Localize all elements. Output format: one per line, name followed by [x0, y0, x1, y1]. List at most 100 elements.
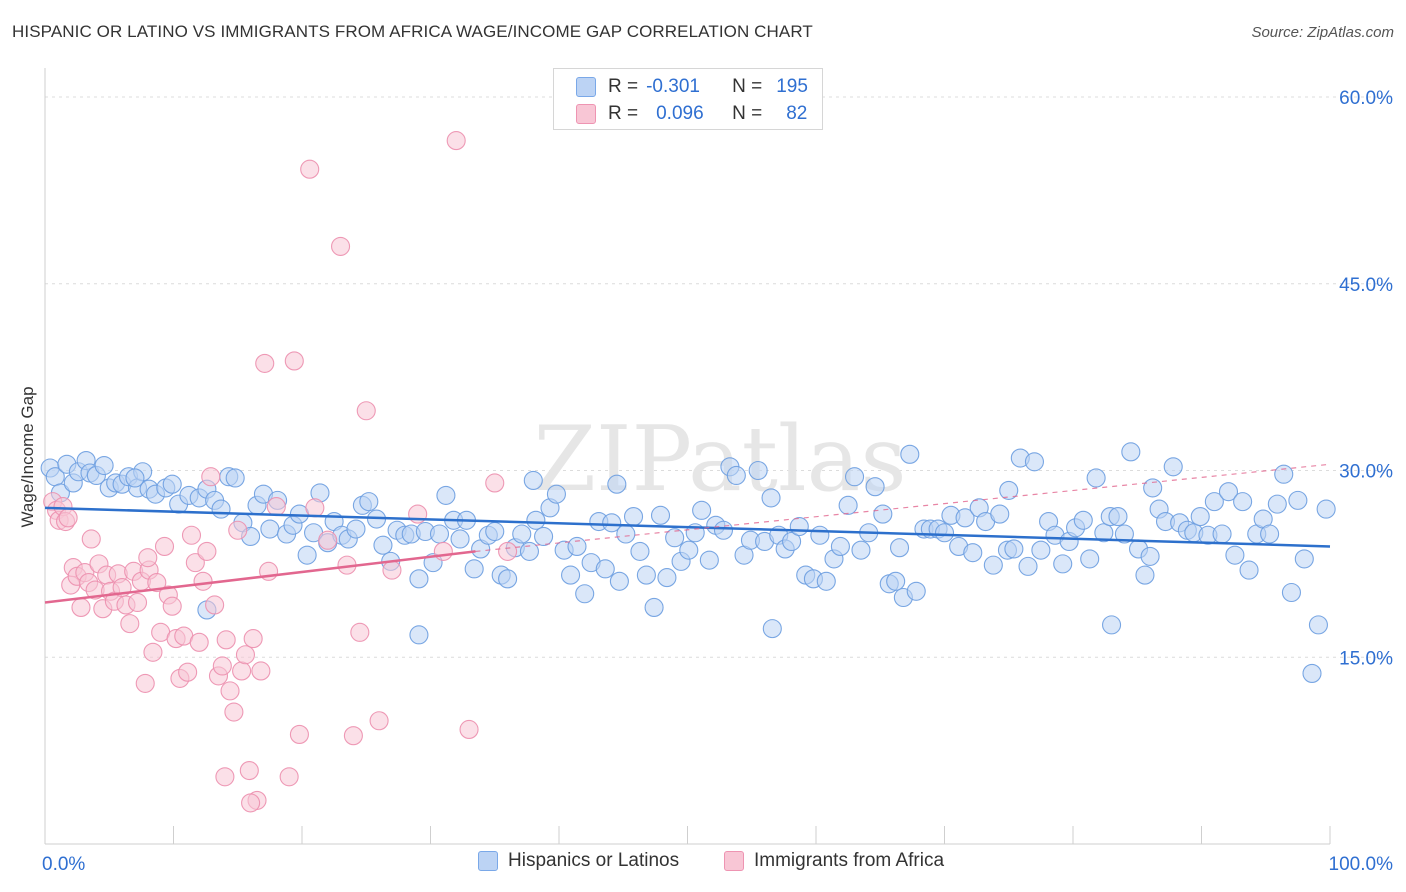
scatter-point — [1004, 539, 1024, 559]
scatter-point — [1114, 524, 1134, 544]
series-legend: Hispanics or Latinos Immigrants from Afr… — [0, 850, 1406, 880]
scatter-point — [934, 523, 955, 543]
scatter-point — [762, 619, 782, 639]
scatter-point — [143, 642, 163, 662]
legend-label: Immigrants from Africa — [754, 850, 945, 871]
scatter-point — [983, 555, 1003, 575]
scatter-point — [1073, 510, 1093, 530]
scatter-point — [1212, 524, 1232, 544]
r-value: 0.096 — [656, 103, 704, 124]
scatter-point — [178, 662, 198, 682]
scatter-point — [138, 548, 158, 568]
scatter-point — [851, 540, 871, 560]
scatter-point — [485, 521, 505, 542]
scatter-point — [297, 545, 317, 565]
scatter-point — [567, 536, 587, 556]
y-tick-label: 30.0% — [1339, 462, 1393, 483]
scatter-point — [650, 505, 671, 525]
scatter-point — [546, 484, 566, 504]
y-tick-label: 15.0% — [1339, 648, 1393, 669]
scatter-point — [865, 477, 885, 497]
scatter-point — [609, 571, 629, 591]
scatter-point — [561, 565, 581, 585]
scatter-point — [1024, 452, 1044, 472]
scatter-point — [575, 584, 595, 604]
scatter-point — [181, 525, 202, 545]
scatter-point — [1190, 507, 1210, 527]
scatter-point — [450, 529, 470, 549]
scatter-point — [748, 460, 768, 481]
africa-swatch-icon — [576, 104, 596, 124]
scatter-point — [289, 724, 309, 744]
scatter-point — [382, 560, 402, 580]
scatter-point — [1102, 615, 1122, 635]
scatter-point — [125, 468, 145, 488]
scatter-point — [255, 353, 275, 373]
scatter-point — [1163, 457, 1183, 477]
scatter-point — [225, 468, 245, 488]
scatter-point — [189, 632, 209, 652]
scatter-point — [94, 455, 114, 476]
scatter-point — [900, 444, 920, 464]
scatter-point — [1053, 554, 1073, 574]
scatter-point — [235, 645, 256, 665]
trend-line-extension — [475, 463, 1331, 553]
legend-item-hispanic[interactable]: Hispanics or Latinos — [478, 850, 679, 872]
scatter-point — [343, 726, 363, 746]
scatter-point — [185, 553, 205, 573]
scatter-point — [523, 470, 543, 491]
scatter-point — [197, 541, 217, 561]
scatter-point — [373, 535, 393, 555]
scatter-point — [216, 630, 236, 650]
n-label: N = — [732, 76, 763, 97]
scatter-point — [433, 541, 453, 561]
scatter-point — [886, 571, 906, 591]
scatter-point — [211, 499, 231, 519]
scatter-point — [1239, 560, 1259, 580]
scatter-point — [356, 401, 376, 421]
scatter-point — [963, 543, 983, 563]
axes — [44, 68, 1331, 845]
scatter-point — [251, 661, 271, 681]
scatter-point — [1080, 549, 1100, 569]
scatter-point — [215, 767, 235, 787]
scatter-point — [350, 622, 370, 642]
scatter-point — [135, 673, 155, 693]
scatter-point — [630, 541, 650, 561]
scatter-point — [369, 711, 389, 731]
scatter-point — [782, 531, 802, 552]
n-value: 195 — [776, 76, 808, 97]
scatter-point — [873, 504, 893, 524]
legend-item-africa[interactable]: Immigrants from Africa — [724, 850, 944, 872]
scatter-point — [534, 526, 554, 547]
scatter-point — [193, 571, 213, 591]
scatter-point — [220, 681, 240, 701]
scatter-point — [1233, 492, 1253, 512]
scatter-point — [485, 473, 505, 493]
scatter-point — [409, 625, 429, 645]
scatter-point — [81, 529, 101, 549]
scatter-point — [595, 559, 615, 579]
scatter-point — [300, 159, 320, 179]
scatter-point — [212, 656, 232, 676]
data-points — [40, 131, 1336, 813]
scatter-point — [1260, 524, 1280, 544]
scatter-point — [607, 474, 627, 494]
scatter-point — [446, 131, 466, 151]
scatter-point — [623, 507, 644, 527]
scatter-point — [162, 474, 182, 494]
scatter-point — [359, 492, 379, 512]
scatter-point — [154, 536, 175, 556]
scatter-point — [346, 519, 366, 539]
hispanic-swatch-icon — [576, 77, 596, 97]
hispanic-trend-line — [44, 506, 1331, 548]
scatter-point — [519, 541, 539, 561]
chart-title: HISPANIC OR LATINO VS IMMIGRANTS FROM AF… — [12, 22, 813, 41]
y-tick-labels: 15.0% 30.0% 45.0% 60.0% — [1339, 88, 1393, 669]
y-tick-label: 60.0% — [1339, 88, 1393, 109]
scatter-point — [58, 508, 78, 528]
scatter-point — [71, 597, 91, 618]
stats-row-hispanic: R = -0.301 N = 195 — [576, 74, 808, 100]
trend-lines — [44, 463, 1331, 604]
scatter-point — [526, 510, 546, 530]
